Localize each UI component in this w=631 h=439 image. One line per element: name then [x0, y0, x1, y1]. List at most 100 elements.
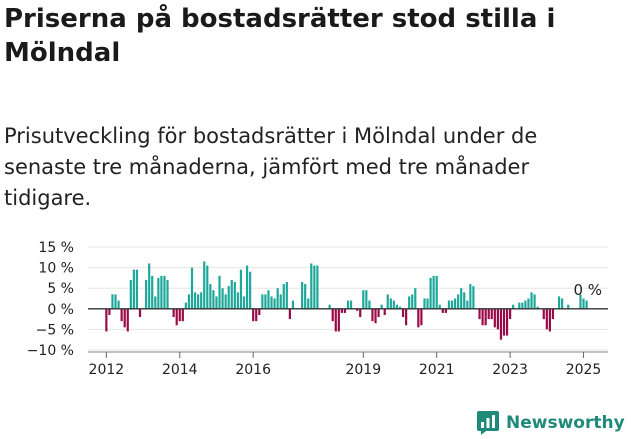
bar	[585, 300, 588, 309]
bar	[181, 308, 184, 322]
bar	[160, 275, 163, 309]
bar	[466, 300, 469, 309]
bar	[249, 271, 252, 309]
bar	[518, 302, 521, 309]
bar	[359, 308, 362, 318]
bar	[129, 279, 132, 309]
bar	[374, 308, 377, 324]
bar	[380, 304, 383, 309]
bar	[242, 296, 246, 309]
bar	[346, 300, 350, 309]
bar	[148, 263, 151, 309]
bar	[175, 308, 178, 326]
bar	[405, 308, 408, 326]
bar	[426, 298, 429, 309]
bar	[212, 290, 215, 309]
bar	[545, 308, 548, 330]
bar	[166, 279, 169, 309]
bar	[285, 282, 288, 309]
bar	[530, 292, 533, 309]
bar	[310, 263, 313, 309]
bar	[377, 308, 380, 318]
bar	[487, 308, 490, 320]
bar	[193, 292, 197, 309]
bar	[178, 308, 181, 322]
bar	[328, 304, 331, 309]
newsworthy-logo-icon	[477, 411, 499, 435]
bar	[145, 279, 148, 309]
bar	[203, 261, 206, 309]
bar	[135, 269, 139, 309]
bar	[460, 288, 463, 309]
bar	[120, 308, 123, 322]
bar	[276, 288, 279, 309]
bar	[334, 308, 337, 332]
bar	[441, 308, 444, 313]
bar	[383, 308, 386, 315]
bar	[472, 286, 475, 309]
bar	[496, 308, 499, 330]
bar	[184, 302, 187, 309]
bar	[542, 308, 545, 320]
bar	[230, 279, 233, 309]
bar-chart: 15 % 10 % 5 % 0 % −5 % −10 % 2012 2014 2016 2019…	[27, 240, 608, 378]
bar	[453, 298, 457, 309]
bar	[509, 308, 512, 320]
y-tick-label: 0 %	[47, 302, 74, 318]
bar	[273, 298, 276, 309]
x-tick-label: 2016	[235, 362, 271, 378]
bar	[209, 284, 212, 309]
grid-lines	[88, 246, 608, 351]
bar	[536, 306, 539, 309]
bar	[279, 294, 282, 309]
brand-name: Newsworthy	[506, 413, 625, 433]
bar	[138, 308, 142, 318]
x-axis: 2012 2014 2016 2019 2021 2023 2025	[88, 351, 608, 378]
bar	[420, 308, 423, 326]
bar	[236, 292, 239, 309]
bar	[561, 298, 564, 309]
bar	[502, 308, 506, 336]
bar	[313, 265, 316, 309]
bar	[337, 308, 340, 332]
bar	[423, 298, 426, 309]
bar	[111, 294, 114, 309]
bar	[368, 300, 371, 309]
bar	[126, 308, 129, 332]
bar	[206, 265, 209, 309]
newsworthy-brand: Newsworthy	[476, 408, 625, 438]
bar	[255, 308, 258, 322]
bar	[512, 304, 515, 309]
bar	[356, 308, 359, 311]
bar	[151, 275, 154, 309]
bar	[108, 308, 111, 315]
y-tick-label: 10 %	[38, 261, 74, 277]
bars	[105, 261, 588, 340]
x-tick-label: 2019	[345, 362, 381, 378]
bar	[190, 267, 194, 309]
bar	[469, 284, 472, 309]
x-tick-label: 2021	[419, 362, 455, 378]
bar	[395, 304, 399, 309]
bar	[392, 300, 395, 309]
bar	[307, 298, 310, 309]
bar	[521, 302, 524, 309]
bar	[490, 308, 493, 320]
x-tick-label: 2023	[492, 362, 528, 378]
bar	[331, 308, 334, 322]
bar	[505, 308, 509, 336]
y-tick-label: −5 %	[36, 322, 74, 338]
bar	[386, 294, 389, 309]
bar	[417, 308, 420, 328]
value-annotation: 0 %	[573, 281, 602, 299]
bar	[117, 300, 120, 309]
bar	[114, 294, 117, 309]
bar	[524, 300, 527, 309]
bar	[438, 304, 441, 309]
bar	[154, 296, 157, 309]
bar	[264, 294, 267, 309]
bar	[548, 308, 551, 332]
bar	[123, 308, 126, 328]
bar	[304, 284, 307, 309]
bar	[282, 284, 285, 309]
